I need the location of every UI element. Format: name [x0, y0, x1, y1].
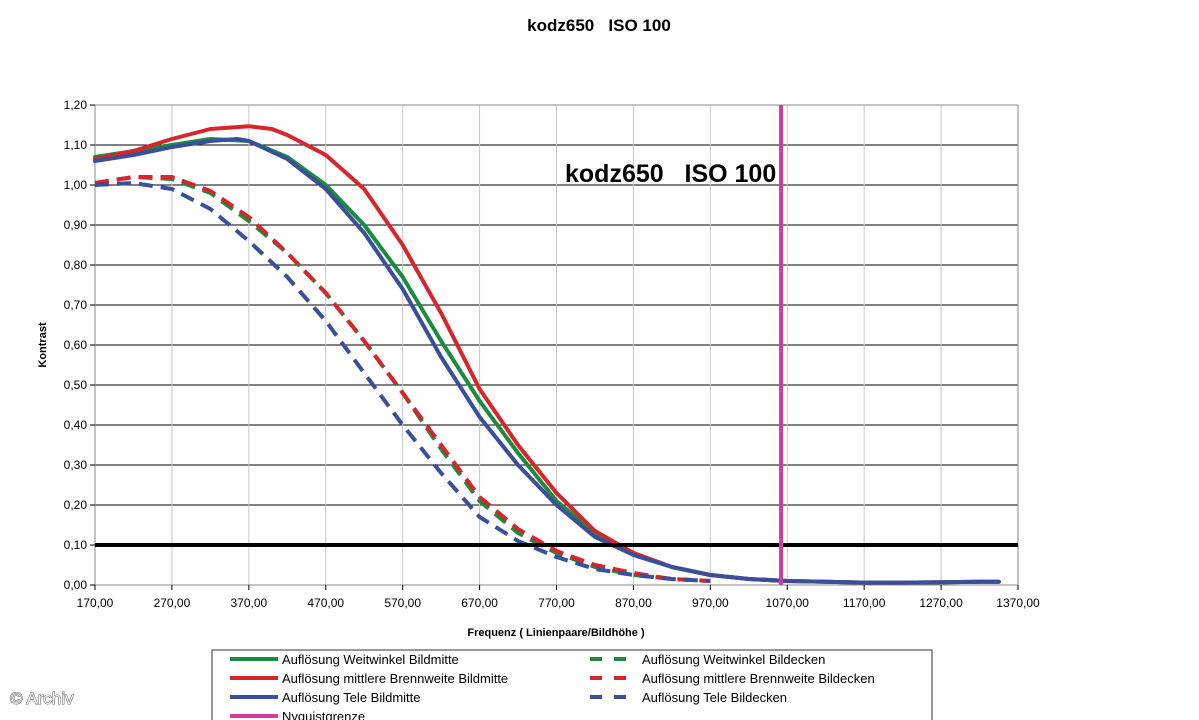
chart-inner-title: kodz650 ISO 100: [565, 160, 776, 188]
y-axis-label: Kontrast: [37, 322, 49, 368]
y-tick-label: 0,60: [64, 338, 88, 352]
series-lines: [93, 124, 1001, 585]
legend-label: Auflösung Weitwinkel Bildmitte: [282, 652, 459, 667]
x-tick-label: 570,00: [384, 596, 421, 610]
y-tick-label: 0,00: [64, 578, 88, 592]
y-tick-label: 1,20: [64, 98, 88, 112]
reference-lines: [95, 105, 1018, 585]
legend-label: Nyquistgrenze: [282, 709, 365, 720]
series-line: [94, 181, 711, 583]
legend: Auflösung Weitwinkel Bildmitte Auflösung …: [230, 652, 875, 720]
y-tick-label: 0,70: [64, 298, 88, 312]
x-tick-label: 870,00: [615, 596, 652, 610]
legend-label: Auflösung Weitwinkel Bildecken: [642, 652, 825, 667]
x-tick-label: 770,00: [538, 596, 575, 610]
legend-label: Auflösung Tele Bildmitte: [282, 690, 421, 705]
series-line: [94, 175, 711, 583]
legend-label: Auflösung mittlere Brennweite Bildmitte: [282, 671, 508, 686]
x-axis-label: Frequenz ( Linienpaare/Bildhöhe ): [467, 627, 645, 639]
y-axis-ticks: 0,00 0,10 0,20 0,30 0,40 0,50 0,60 0,70 0,80 0,90…: [64, 98, 95, 592]
y-tick-label: 0,90: [64, 218, 88, 232]
x-tick-label: 470,00: [307, 596, 344, 610]
series-line: [93, 137, 1001, 585]
series-line: [93, 124, 1001, 585]
y-tick-label: 0,30: [64, 458, 88, 472]
y-tick-label: 0,10: [64, 538, 88, 552]
x-tick-label: 1370,00: [996, 596, 1040, 610]
x-tick-label: 1070,00: [766, 596, 810, 610]
legend-box: [211, 649, 933, 720]
watermark: © Archiv: [10, 689, 74, 708]
x-tick-label: 970,00: [692, 596, 729, 610]
y-tick-label: 0,20: [64, 498, 88, 512]
x-tick-label: 370,00: [230, 596, 267, 610]
legend-label: Auflösung Tele Bildecken: [642, 690, 787, 705]
x-tick-label: 270,00: [154, 596, 191, 610]
x-axis-ticks: 170,00 270,00 370,00 470,00 570,00 670,00 770,…: [77, 585, 1040, 610]
grid: [94, 104, 1019, 586]
y-tick-label: 1,10: [64, 138, 88, 152]
x-tick-label: 170,00: [77, 596, 114, 610]
chart-title: kodz650 ISO 100: [527, 16, 671, 35]
legend-label: Auflösung mittlere Brennweite Bildecken: [642, 671, 875, 686]
y-tick-label: 1,00: [64, 178, 88, 192]
y-tick-label: 0,80: [64, 258, 88, 272]
x-tick-label: 1170,00: [843, 596, 886, 610]
y-tick-label: 0,40: [64, 418, 88, 432]
x-tick-label: 1270,00: [919, 596, 963, 610]
y-tick-label: 0,50: [64, 378, 88, 392]
x-tick-label: 670,00: [461, 596, 498, 610]
